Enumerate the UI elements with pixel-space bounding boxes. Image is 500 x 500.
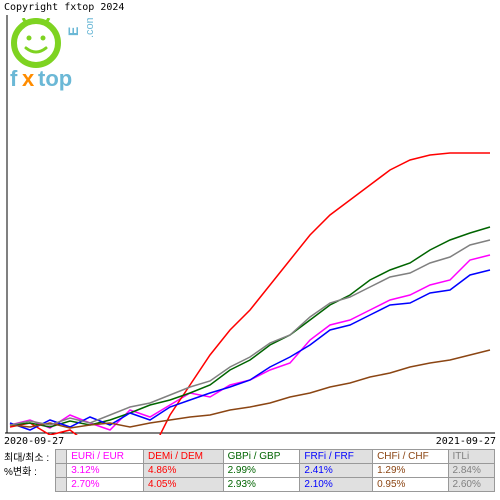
table-header-row: EURi / EURDEMi / DEMGBPi / GBPFRFi / FRF…	[56, 450, 495, 464]
table-header-cell: EURi / EUR	[67, 450, 144, 464]
row-label-pctchange: %변화 :	[4, 463, 37, 478]
table-header-cell	[56, 450, 67, 464]
table-cell: 3.12%	[67, 464, 144, 478]
table-row: 2.70%4.05%2.93%2.10%0.95%2.60%	[56, 478, 495, 492]
x-axis-start: 2020-09-27	[4, 436, 64, 447]
table-header-cell: DEMi / DEM	[144, 450, 224, 464]
table-cell: 4.86%	[144, 464, 224, 478]
table-header-cell: FRFi / FRF	[300, 450, 373, 464]
table-header-cell: GBPi / GBP	[223, 450, 300, 464]
table-cell: 4.05%	[144, 478, 224, 492]
table-cell: 2.99%	[223, 464, 300, 478]
table-cell: 2.60%	[448, 478, 495, 492]
x-axis-end: 2021-09-27	[436, 436, 496, 447]
table-cell: 1.29%	[373, 464, 448, 478]
row-label-maxmin: 최대/최소 :	[4, 449, 49, 464]
table-row: 3.12%4.86%2.99%2.41%1.29%2.84%	[56, 464, 495, 478]
table-cell: 2.70%	[67, 478, 144, 492]
table-cell: 2.10%	[300, 478, 373, 492]
table-cell: 2.93%	[223, 478, 300, 492]
table-cell: 0.95%	[373, 478, 448, 492]
copyright-text: Copyright fxtop 2024	[4, 2, 124, 13]
table-header-cell: CHFi / CHF	[373, 450, 448, 464]
summary-table: EURi / EURDEMi / DEMGBPi / GBPFRFi / FRF…	[55, 449, 495, 492]
table-cell: 2.84%	[448, 464, 495, 478]
line-chart	[5, 15, 495, 435]
table-cell: 2.41%	[300, 464, 373, 478]
chart-area	[5, 15, 495, 435]
table-header-cell: ITLi	[448, 450, 495, 464]
